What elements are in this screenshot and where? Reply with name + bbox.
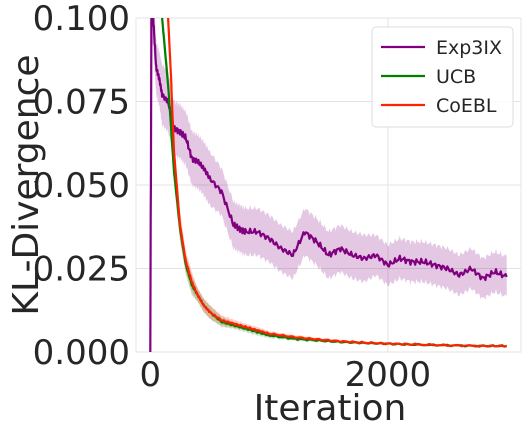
y-tick-labels: 0.000 0.025 0.050 0.075 0.100 — [33, 0, 130, 373]
legend-label-ucb: UCB — [436, 66, 476, 88]
x-tick-label: 0 — [139, 355, 161, 395]
y-tick-label: 0.100 — [33, 0, 130, 39]
series-line-coebl — [167, 18, 507, 348]
confidence-bands — [150, 18, 507, 352]
y-tick-label: 0.075 — [33, 83, 130, 123]
y-tick-label: 0.050 — [33, 166, 130, 206]
series-lines — [149, 18, 508, 352]
x-tick-labels: 0 2000 — [139, 355, 431, 395]
legend-box — [371, 26, 514, 128]
x-tick-label: 2000 — [345, 355, 432, 395]
legend: Exp3IX UCB CoEBL — [371, 26, 514, 128]
y-axis-title: KL-Divergence — [6, 54, 47, 315]
x-axis-title: Iteration — [254, 388, 407, 429]
y-tick-label: 0.025 — [33, 250, 130, 290]
legend-label-exp3ix: Exp3IX — [436, 37, 502, 59]
confidence-band-exp3ix — [150, 18, 507, 352]
legend-label-coebl: CoEBL — [436, 95, 497, 117]
y-tick-label: 0.000 — [33, 333, 130, 373]
